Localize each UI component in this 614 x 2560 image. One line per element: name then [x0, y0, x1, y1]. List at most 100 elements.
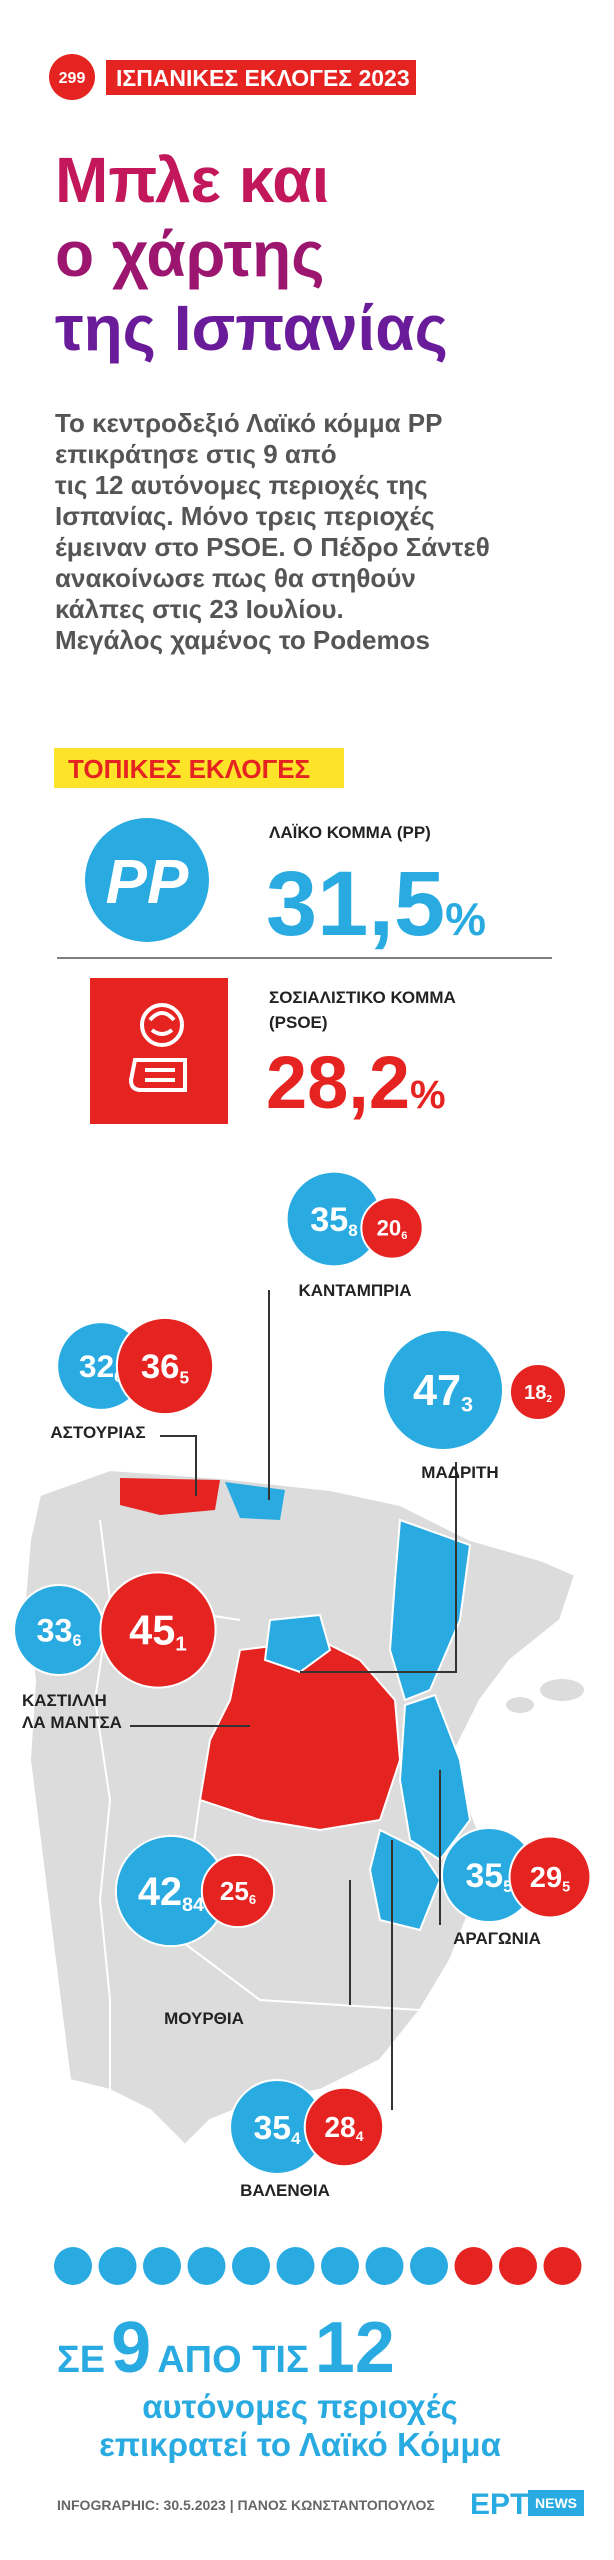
dot: [410, 2247, 448, 2285]
value-dec: 3: [461, 1392, 473, 1417]
title-line: ο χάρτης: [55, 218, 325, 290]
title-line: Μπλε και: [55, 144, 329, 216]
party-name: (PSOE): [269, 1013, 328, 1032]
summary-won: 9: [111, 2308, 151, 2388]
bubble-label: 451: [129, 1607, 187, 1656]
value-int: 35: [254, 2109, 292, 2147]
lead: Το κεντροδεξιό Λαϊκό κόμμα PPεπικράτησε …: [55, 408, 490, 655]
unit: %: [410, 1073, 446, 1117]
logo-tag-box: [528, 2490, 584, 2516]
value-dec: 4: [291, 2129, 301, 2148]
psoe-logo: [90, 978, 228, 1124]
value: 31,5: [266, 853, 445, 955]
dot: [276, 2247, 315, 2285]
bubble: [508, 1835, 592, 1919]
bubble-label: 358: [310, 1201, 357, 1240]
regions: 358206ΚΑΝΤΑΜΠΡΙΑ326365ΑΣΤΟΥΡΙΑΣ473182ΜΑΔ…: [13, 1170, 592, 2200]
bubble-label: 295: [530, 1862, 570, 1895]
lead-line: ανακοίνωσε πως θα στηθούν: [55, 563, 416, 593]
bubble: [508, 1362, 568, 1422]
bubble-label: 284: [324, 2111, 363, 2144]
tag-box: [106, 60, 416, 95]
dots: [54, 2247, 582, 2285]
value-dec: 1: [175, 1633, 187, 1656]
summary-line: επικρατεί το Λαϊκό Κόμμα: [99, 2426, 501, 2463]
bubble-label: 326: [79, 1348, 123, 1386]
value-dec: 84: [182, 1894, 204, 1916]
value-int: 36: [141, 1348, 180, 1386]
dot: [232, 2247, 270, 2285]
region-name: ΒΑΛΕΝΘΙΑ: [240, 2181, 330, 2200]
lead-line: Μεγάλος χαμένος το Podemos: [55, 625, 430, 655]
bubble-label: 182: [524, 1382, 552, 1405]
value-dec: 6: [401, 1230, 407, 1242]
region-name: ΑΡΑΓΩΝΙΑ: [453, 1929, 541, 1948]
party-name: ΛΑΪΚΟ ΚΟΜΜΑ (PP): [269, 823, 431, 842]
lead-line: Το κεντροδεξιό Λαϊκό κόμμα PP: [55, 408, 443, 438]
value-dec: 5: [503, 1877, 512, 1896]
value-int: 29: [530, 1862, 562, 1894]
bubble: [381, 1328, 505, 1452]
dot: [143, 2247, 181, 2285]
value-int: 25: [220, 1876, 249, 1906]
summary-headline: ΣΕ9 ΑΠΟ ΤΙΣ12: [57, 2308, 395, 2388]
value-dec: 2: [546, 1394, 552, 1405]
value-int: 35: [310, 1201, 348, 1239]
value-int: 35: [465, 1857, 503, 1895]
credit: INFOGRAPHIC: 30.5.2023 | ΠΑΝΟΣ ΚΩΝΣΤΑΝΤΟ…: [57, 2497, 435, 2513]
summary-mid: ΑΠΟ ΤΙΣ: [157, 2339, 309, 2381]
bubble-label: 354: [254, 2109, 302, 2148]
value-int: 28: [324, 2111, 355, 2143]
logo-tag: NEWS: [535, 2495, 577, 2511]
bubble: [303, 2086, 385, 2168]
dot: [365, 2247, 404, 2285]
summary-pre: ΣΕ: [57, 2339, 105, 2381]
bubble-label: 206: [377, 1216, 408, 1242]
value-int: 32: [79, 1348, 114, 1384]
summary-total: 12: [315, 2308, 395, 2388]
party-name: ΣΟΣΙΑΛΙΣΤΙΚΟ ΚΟΜΜΑ: [269, 988, 456, 1007]
bubble-label: 336: [37, 1612, 82, 1650]
dot: [54, 2247, 92, 2285]
value-dec: 8: [348, 1221, 357, 1240]
dot: [321, 2247, 359, 2285]
logo: ΕΡΤ: [470, 2488, 528, 2521]
section: ΤΟΠΙΚΕΣ ΕΚΛΟΓΕΣ: [68, 754, 310, 784]
dot: [454, 2247, 493, 2285]
bubble: [200, 1853, 276, 1929]
value-dec: 5: [179, 1367, 189, 1387]
bubble: [99, 1571, 217, 1689]
value-int: 45: [129, 1607, 175, 1654]
dot: [187, 2247, 226, 2285]
bubble-label: 473: [413, 1367, 473, 1416]
lead-line: επικράτησε στις 9 από: [55, 439, 337, 469]
pp-logo-text: PP: [106, 848, 189, 917]
badge: 299: [59, 70, 86, 87]
region-name: ΜΑΔΡΙΤΗ: [421, 1463, 498, 1482]
value-dec: 4: [356, 2128, 364, 2144]
bubble: [360, 1196, 424, 1260]
bubble-label: 365: [141, 1348, 190, 1387]
lead-line: κάλπες στις 23 Ιουλίου.: [55, 594, 344, 624]
bubble-label: 4284: [138, 1870, 204, 1916]
region-name: ΑΣΤΟΥΡΙΑΣ: [50, 1423, 145, 1442]
title-line: της Ισπανίας: [55, 292, 448, 364]
badge-circle: [49, 54, 95, 100]
section-box: [54, 748, 344, 788]
dot: [499, 2247, 537, 2285]
pp-logo: [85, 818, 209, 942]
dot: [543, 2247, 582, 2285]
value-int: 18: [524, 1382, 546, 1404]
value-int: 20: [377, 1216, 402, 1241]
region-name: ΛΑ ΜΑΝΤΣΑ: [22, 1713, 122, 1732]
value-dec: 6: [249, 1892, 256, 1907]
value-int: 47: [413, 1367, 461, 1415]
value-dec: 6: [73, 1632, 82, 1650]
bubble-label: 355: [465, 1857, 512, 1896]
dot: [98, 2247, 137, 2285]
value: 28,2: [266, 1041, 410, 1124]
unit: %: [445, 893, 486, 945]
